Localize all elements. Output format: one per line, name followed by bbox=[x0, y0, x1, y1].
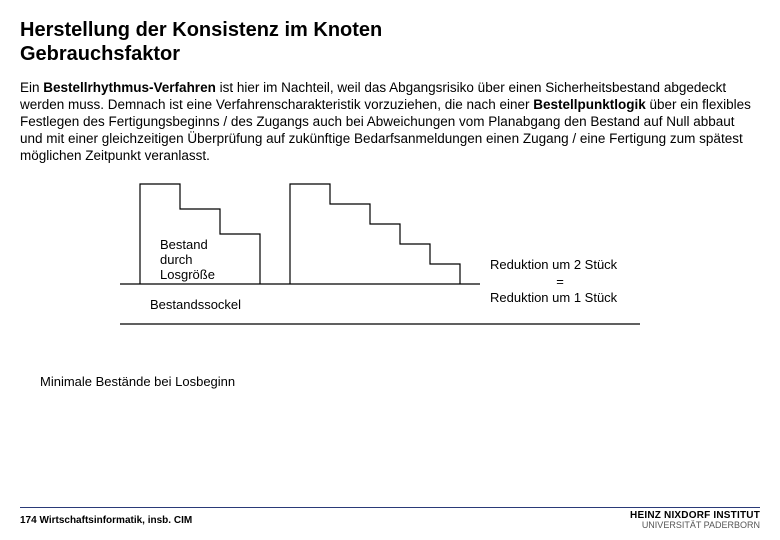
page-number: 174 bbox=[20, 515, 37, 526]
slide-footer: 174 Wirtschaftsinformatik, insb. CIM HEI… bbox=[0, 507, 780, 530]
svg-text:Bestand: Bestand bbox=[160, 237, 208, 252]
svg-text:Reduktion um 2 Stück: Reduktion um 2 Stück bbox=[490, 257, 618, 272]
p-bold-1: Bestellrhythmus-Verfahren bbox=[43, 80, 216, 95]
body-paragraph: Ein Bestellrhythmus-Verfahren ist hier i… bbox=[20, 80, 760, 164]
title-line-2: Gebrauchsfaktor bbox=[20, 43, 180, 65]
svg-text:durch: durch bbox=[160, 252, 193, 267]
diagram-caption: Minimale Bestände bei Losbeginn bbox=[40, 374, 760, 389]
footer-left: 174 Wirtschaftsinformatik, insb. CIM bbox=[20, 515, 192, 526]
inventory-diagram: BestanddurchLosgröße Bestandssockel Redukt… bbox=[120, 174, 660, 344]
p-bold-2: Bestellpunktlogik bbox=[533, 97, 646, 112]
p-seg-1: Ein bbox=[20, 80, 43, 95]
title-line-1: Herstellung der Konsistenz im Knoten bbox=[20, 19, 382, 41]
svg-text:Reduktion um 1 Stück: Reduktion um 1 Stück bbox=[490, 290, 618, 305]
svg-text:Bestandssockel: Bestandssockel bbox=[150, 297, 241, 312]
footer-dept: Wirtschaftsinformatik, insb. CIM bbox=[39, 515, 192, 526]
institute-line-2: UNIVERSITÄT PADERBORN bbox=[630, 521, 760, 530]
footer-rule bbox=[20, 507, 760, 508]
footer-right: HEINZ NIXDORF INSTITUT UNIVERSITÄT PADER… bbox=[630, 511, 760, 530]
svg-text:Losgröße: Losgröße bbox=[160, 267, 215, 282]
slide-title: Herstellung der Konsistenz im Knoten Geb… bbox=[20, 18, 760, 66]
svg-text:=: = bbox=[556, 274, 564, 289]
